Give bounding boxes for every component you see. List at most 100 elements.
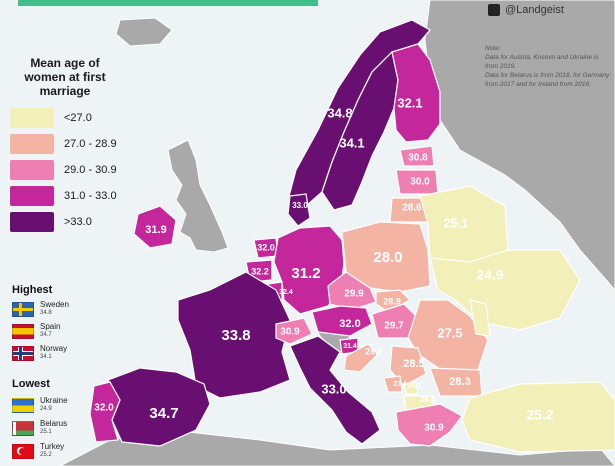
lowest-title: Lowest <box>12 378 50 390</box>
lowest-name: Ukraine <box>40 396 68 405</box>
label-spain: 34.7 <box>149 405 178 422</box>
highest-title: Highest <box>12 284 53 296</box>
highest-name: Sweden <box>40 300 69 309</box>
country-portugal <box>89 381 121 443</box>
legend-title: Mean age of women at first marriage <box>24 56 106 98</box>
label-denmark: 33.0 <box>292 201 308 210</box>
lowest-item: Ukraine 24.9 <box>12 396 68 414</box>
lowest-value: 25.1 <box>40 429 52 435</box>
top-accent-bar <box>18 0 318 6</box>
legend-swatch <box>10 108 54 128</box>
label-france: 33.8 <box>221 327 250 344</box>
label-portugal: 32.0 <box>94 403 114 414</box>
label-croatia: 28.8 <box>365 346 383 356</box>
norway-flag-icon <box>12 345 34 361</box>
spain-flag-icon <box>12 323 34 339</box>
label-lithuania: 28.6 <box>402 203 422 214</box>
country-ukraine <box>429 249 581 331</box>
country-moldova <box>469 299 491 337</box>
highest-item: Spain 34.7 <box>12 322 60 340</box>
lowest-item: Belarus 25.1 <box>12 419 67 437</box>
label-serbia: 28.5 <box>403 358 424 370</box>
legend: Mean age of women at first marriage <27.… <box>10 56 140 234</box>
label-latvia: 30.0 <box>410 177 430 188</box>
country-switzerland <box>275 317 313 345</box>
label-ireland: 31.9 <box>145 224 166 236</box>
value-labels: 34.1 34.8 32.1 30.8 30.0 28.6 33.0 31.9 … <box>94 95 554 433</box>
ukraine-flag-icon <box>12 397 34 413</box>
brand-handle: @Landgeist <box>505 4 564 16</box>
legend-swatch <box>10 186 54 206</box>
label-greece: 30.9 <box>424 423 444 434</box>
country-denmark <box>287 193 311 227</box>
label-kosovo: 26.3 <box>407 383 421 390</box>
country-greece <box>395 403 463 447</box>
legend-item: <27.0 <box>10 106 140 130</box>
highest-value: 34.7 <box>40 332 52 338</box>
legend-swatch <box>10 134 54 154</box>
highest-name: Norway <box>40 344 68 353</box>
lowest-value: 24.9 <box>40 406 52 412</box>
uk-shape <box>167 139 229 253</box>
lowest-item: Turkey 25.2 <box>12 442 64 460</box>
country-montenegro <box>383 375 403 393</box>
label-ukraine: 24.9 <box>476 267 503 283</box>
legend-swatch <box>10 160 54 180</box>
label-norway: 34.1 <box>339 135 364 150</box>
label-hungary: 29.7 <box>384 321 404 332</box>
label-montenegro: 27.4 <box>393 381 407 388</box>
sweden-flag-icon <box>12 301 34 317</box>
legend-item: 31.0 - 33.0 <box>10 184 140 208</box>
country-italy <box>289 335 381 445</box>
note-line: Data for Belarus is from 2018, for Germa… <box>485 72 610 88</box>
country-estonia <box>399 145 435 167</box>
label-slovenia: 31.4 <box>343 343 357 350</box>
label-bulgaria: 28.3 <box>449 376 470 388</box>
iceland-shape <box>115 17 173 47</box>
country-austria <box>311 305 373 337</box>
label-macedonia: 26.6 <box>420 395 436 404</box>
highest-value: 34.8 <box>40 310 52 316</box>
turkey-flag-icon <box>12 443 34 459</box>
country-france <box>177 271 291 399</box>
lowest-value: 25.2 <box>40 452 52 458</box>
country-turkey <box>461 381 615 453</box>
legend-item: >33.0 <box>10 210 140 234</box>
legend-swatch <box>10 212 54 232</box>
label-italy: 33.0 <box>321 381 346 396</box>
label-belarus: 25.1 <box>443 215 468 230</box>
lowest-name: Turkey <box>40 442 65 451</box>
country-finland <box>391 43 441 143</box>
label-luxembourg: 32.4 <box>279 289 293 296</box>
legend-item: 29.0 - 30.9 <box>10 158 140 182</box>
label-germany: 31.2 <box>291 265 320 282</box>
label-netherlands: 32.0 <box>257 242 275 252</box>
label-romania: 27.5 <box>437 325 462 340</box>
twitter-icon <box>488 4 500 16</box>
countries <box>89 19 615 453</box>
highest-value: 34.1 <box>40 354 52 360</box>
belarus-flag-icon <box>12 420 34 436</box>
label-poland: 28.0 <box>373 249 402 266</box>
legend-label: 29.0 - 30.9 <box>64 164 117 176</box>
country-ireland <box>133 205 177 249</box>
label-belgium: 32.2 <box>251 266 269 276</box>
note-line: Data for Austria, Kosovo and Ukraine is … <box>485 54 599 70</box>
label-austria: 32.0 <box>339 318 360 330</box>
label-switzerland: 30.9 <box>280 327 300 338</box>
legend-item: 27.0 - 28.9 <box>10 132 140 156</box>
highest-item: Sweden 34.8 <box>12 300 69 318</box>
legend-label: 27.0 - 28.9 <box>64 138 117 150</box>
label-estonia: 30.8 <box>408 153 428 164</box>
brand: @Landgeist <box>488 4 564 16</box>
highest-name: Spain <box>40 322 61 331</box>
label-czechia: 29.9 <box>344 289 364 300</box>
legend-label: >33.0 <box>64 216 92 228</box>
highest-item: Norway 34.1 <box>12 344 67 362</box>
label-turkey: 25.2 <box>526 407 553 423</box>
country-croatia <box>343 343 379 373</box>
legend-label: 31.0 - 33.0 <box>64 190 117 202</box>
country-kosovo <box>403 381 419 395</box>
